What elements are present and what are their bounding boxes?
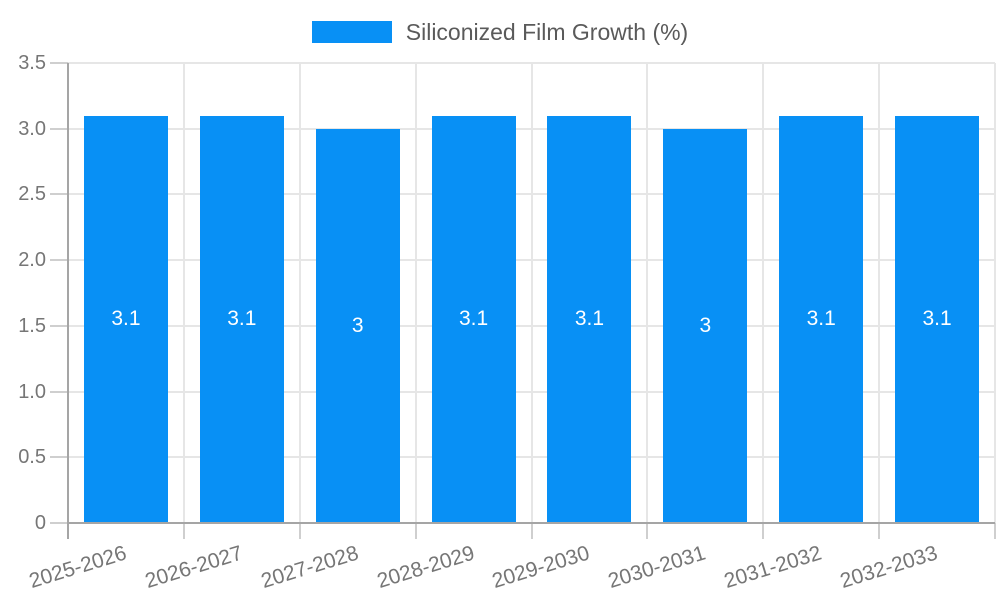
y-axis-tick [50,62,68,64]
x-axis-tick [414,523,417,539]
y-axis-line [67,63,69,539]
bar[interactable] [315,128,400,523]
bar[interactable] [83,115,168,523]
x-axis-tick [530,523,533,539]
y-axis-tick [50,324,68,327]
v-gridline [878,63,881,523]
bar[interactable] [779,115,864,523]
bar-value-label: 3.1 [922,307,952,331]
y-axis-tick-label: 1.0 [18,380,46,403]
bar[interactable] [663,128,748,523]
v-gridline [762,63,765,523]
v-gridline [414,63,417,523]
y-axis-tick [50,456,68,459]
y-axis-tick-label: 2.5 [18,183,46,206]
x-axis-tick [182,523,185,539]
legend-label: Siliconized Film Growth (%) [405,19,689,45]
v-gridline [298,63,301,523]
v-gridline [530,63,533,523]
x-axis-tick [298,523,301,539]
bar-value-label: 3.1 [111,307,141,331]
bar-value-label: 3.1 [227,307,257,331]
y-axis-tick [50,127,68,130]
bar-value-label: 3.1 [806,307,836,331]
bar[interactable] [895,115,980,523]
x-axis-tick [646,523,649,539]
y-axis-tick [50,390,68,393]
y-axis-tick [50,193,68,196]
x-axis-line [68,522,995,524]
bar[interactable] [547,115,632,523]
y-axis-tick [50,259,68,262]
bar-value-label: 3.1 [574,307,605,331]
v-gridline [646,63,649,523]
legend[interactable]: Siliconized Film Growth (%) [0,18,1000,46]
v-gridline [182,63,185,523]
x-axis-tick [878,523,881,539]
y-axis-tick [50,522,68,524]
x-axis-tick [762,523,765,539]
bar-value-label: 3 [351,313,364,337]
y-axis-tick-label: 0 [34,512,46,534]
x-axis-tick [994,523,996,539]
y-axis-tick-label: 0.5 [18,446,46,469]
y-axis-tick-label: 3.5 [18,52,46,74]
bar[interactable] [431,115,516,523]
v-gridline [994,63,996,523]
y-axis-tick-label: 1.5 [18,314,46,337]
y-axis-tick-label: 2.0 [18,249,46,272]
bar[interactable] [199,115,284,523]
bar-value-label: 3.1 [458,307,489,331]
y-axis-tick-label: 3.0 [18,117,46,140]
legend-swatch [311,21,392,43]
bar-value-label: 3 [699,313,712,337]
